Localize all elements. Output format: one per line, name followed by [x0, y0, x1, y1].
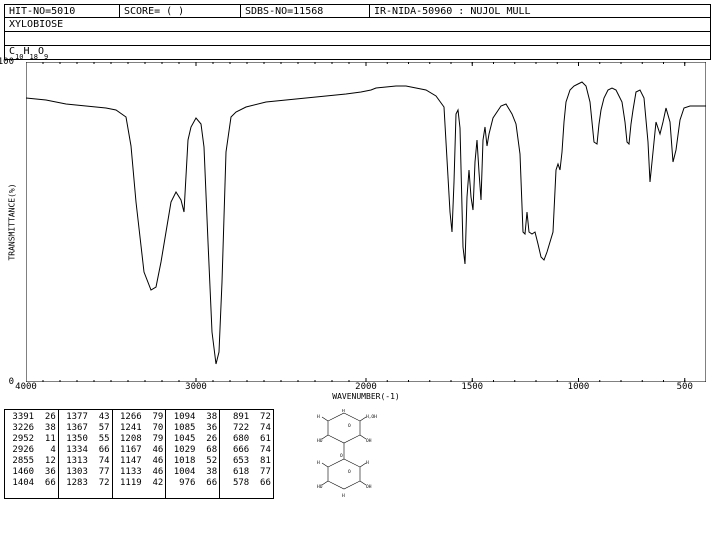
spectrum-chart	[26, 62, 706, 382]
header-bar: HIT-NO=5010 SCORE= ( ) SDBS-NO=11568 IR-…	[4, 4, 711, 18]
score-cell: SCORE= ( )	[120, 5, 241, 17]
svg-text:O: O	[348, 423, 351, 429]
svg-text:HO: HO	[317, 438, 323, 444]
y-axis-label: TRANSMITTANCE(%)	[8, 183, 17, 260]
svg-text:H: H	[342, 493, 345, 499]
compound-row: XYLOBIOSE	[4, 18, 711, 32]
molecular-structure: H H H,OH OH HO O O H H OH HO H O	[304, 409, 384, 499]
blank-row	[4, 32, 711, 46]
svg-text:OH: OH	[366, 438, 372, 444]
svg-text:HO: HO	[317, 484, 323, 490]
peak-table: 3391 26 3226 38 2952 11 2926 4 2855 12 1…	[4, 409, 274, 499]
x-axis-label: WAVENUMBER(-1)	[26, 392, 706, 401]
hit-no-cell: HIT-NO=5010	[5, 5, 120, 17]
x-ticks: 40003000200015001000500	[26, 382, 706, 392]
svg-text:O: O	[340, 453, 343, 459]
y-axis-label-wrap: TRANSMITTANCE(%)	[14, 62, 26, 382]
svg-text:H: H	[317, 460, 320, 466]
chart-area: 0100 TRANSMITTANCE(%)	[4, 62, 711, 382]
ir-cell: IR-NIDA-50960 : NUJOL MULL	[370, 5, 710, 17]
bottom-section: 3391 26 3226 38 2952 11 2926 4 2855 12 1…	[4, 409, 711, 499]
svg-text:H,OH: H,OH	[366, 414, 377, 420]
svg-text:O: O	[348, 469, 351, 475]
svg-text:H: H	[366, 460, 369, 466]
formula-row: C10H18O9	[4, 46, 711, 60]
formula-text: C10H18O9	[9, 46, 48, 57]
svg-text:H: H	[342, 409, 345, 414]
sdbs-cell: SDBS-NO=11568	[241, 5, 370, 17]
svg-text:H: H	[317, 414, 320, 420]
svg-text:OH: OH	[366, 484, 372, 490]
